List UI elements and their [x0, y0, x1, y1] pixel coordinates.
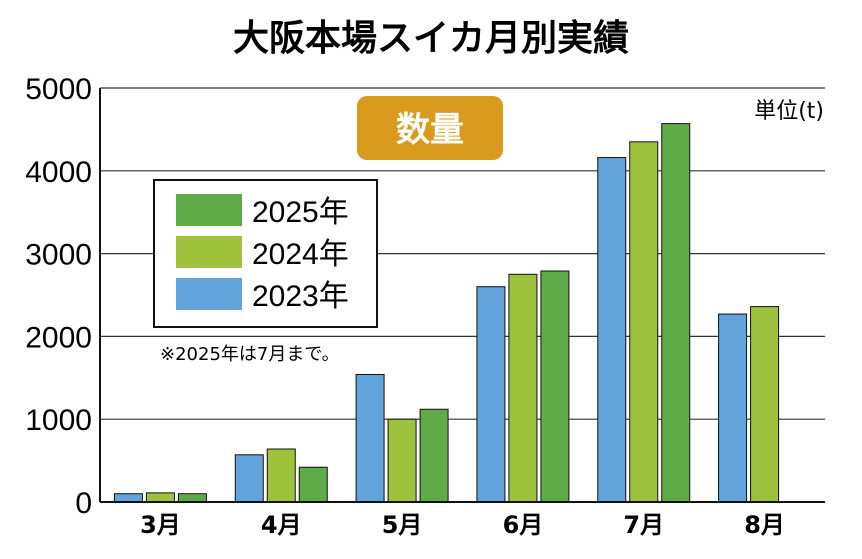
- bar-2025年-5月: [419, 408, 449, 503]
- x-tick-label: 8月: [744, 511, 785, 539]
- y-axis-ticks: 0 1000 2000 3000 4000 5000: [25, 73, 92, 520]
- bar-2025年-7月: [661, 123, 691, 503]
- y-tick-label: 0: [75, 487, 92, 520]
- legend: 2025年 2024年 2023年: [153, 179, 378, 328]
- legend-label: 2023年: [252, 280, 349, 313]
- legend-swatch: [176, 194, 242, 226]
- bar-2024年-4月: [266, 448, 296, 503]
- note: ※2025年は7月まで。: [160, 344, 340, 365]
- bar-2024年-3月: [145, 492, 175, 503]
- bar-2024年-8月: [750, 306, 780, 503]
- bar-2024年-5月: [387, 418, 417, 503]
- bar-2025年-3月: [177, 493, 207, 503]
- unit-label: 単位(t): [754, 99, 824, 124]
- x-tick-label: 6月: [503, 511, 544, 539]
- x-tick-label: 3月: [140, 511, 181, 539]
- bar-2023年-6月: [476, 286, 506, 503]
- bar-2024年-7月: [629, 141, 659, 503]
- bars: [113, 123, 780, 503]
- x-axis-labels: 3月 4月 5月 6月 7月 8月: [140, 511, 785, 539]
- x-tick-label: 7月: [623, 511, 664, 539]
- badge-label: 数量: [396, 110, 464, 150]
- bar-2024年-6月: [508, 273, 538, 503]
- bar-2025年-4月: [298, 466, 328, 503]
- y-tick-label: 3000: [25, 239, 92, 272]
- bar-2023年-3月: [113, 493, 143, 503]
- badge: [357, 96, 503, 160]
- y-tick-label: 1000: [25, 404, 92, 437]
- bar-2025年-6月: [540, 270, 570, 503]
- legend-label: 2024年: [252, 238, 349, 271]
- legend-swatch: [176, 236, 242, 268]
- chart-title: 大阪本場スイカ月別実績: [233, 18, 629, 59]
- bar-2023年-5月: [355, 373, 385, 503]
- legend-swatch: [176, 278, 242, 310]
- bar-2023年-7月: [597, 157, 627, 503]
- x-tick-label: 5月: [382, 511, 423, 539]
- bar-2023年-8月: [718, 313, 748, 503]
- y-tick-label: 4000: [25, 156, 92, 189]
- legend-label: 2025年: [252, 196, 349, 229]
- y-tick-label: 2000: [25, 321, 92, 354]
- x-tick-label: 4月: [261, 511, 302, 539]
- y-tick-label: 5000: [25, 73, 92, 106]
- bar-2023年-4月: [234, 454, 264, 503]
